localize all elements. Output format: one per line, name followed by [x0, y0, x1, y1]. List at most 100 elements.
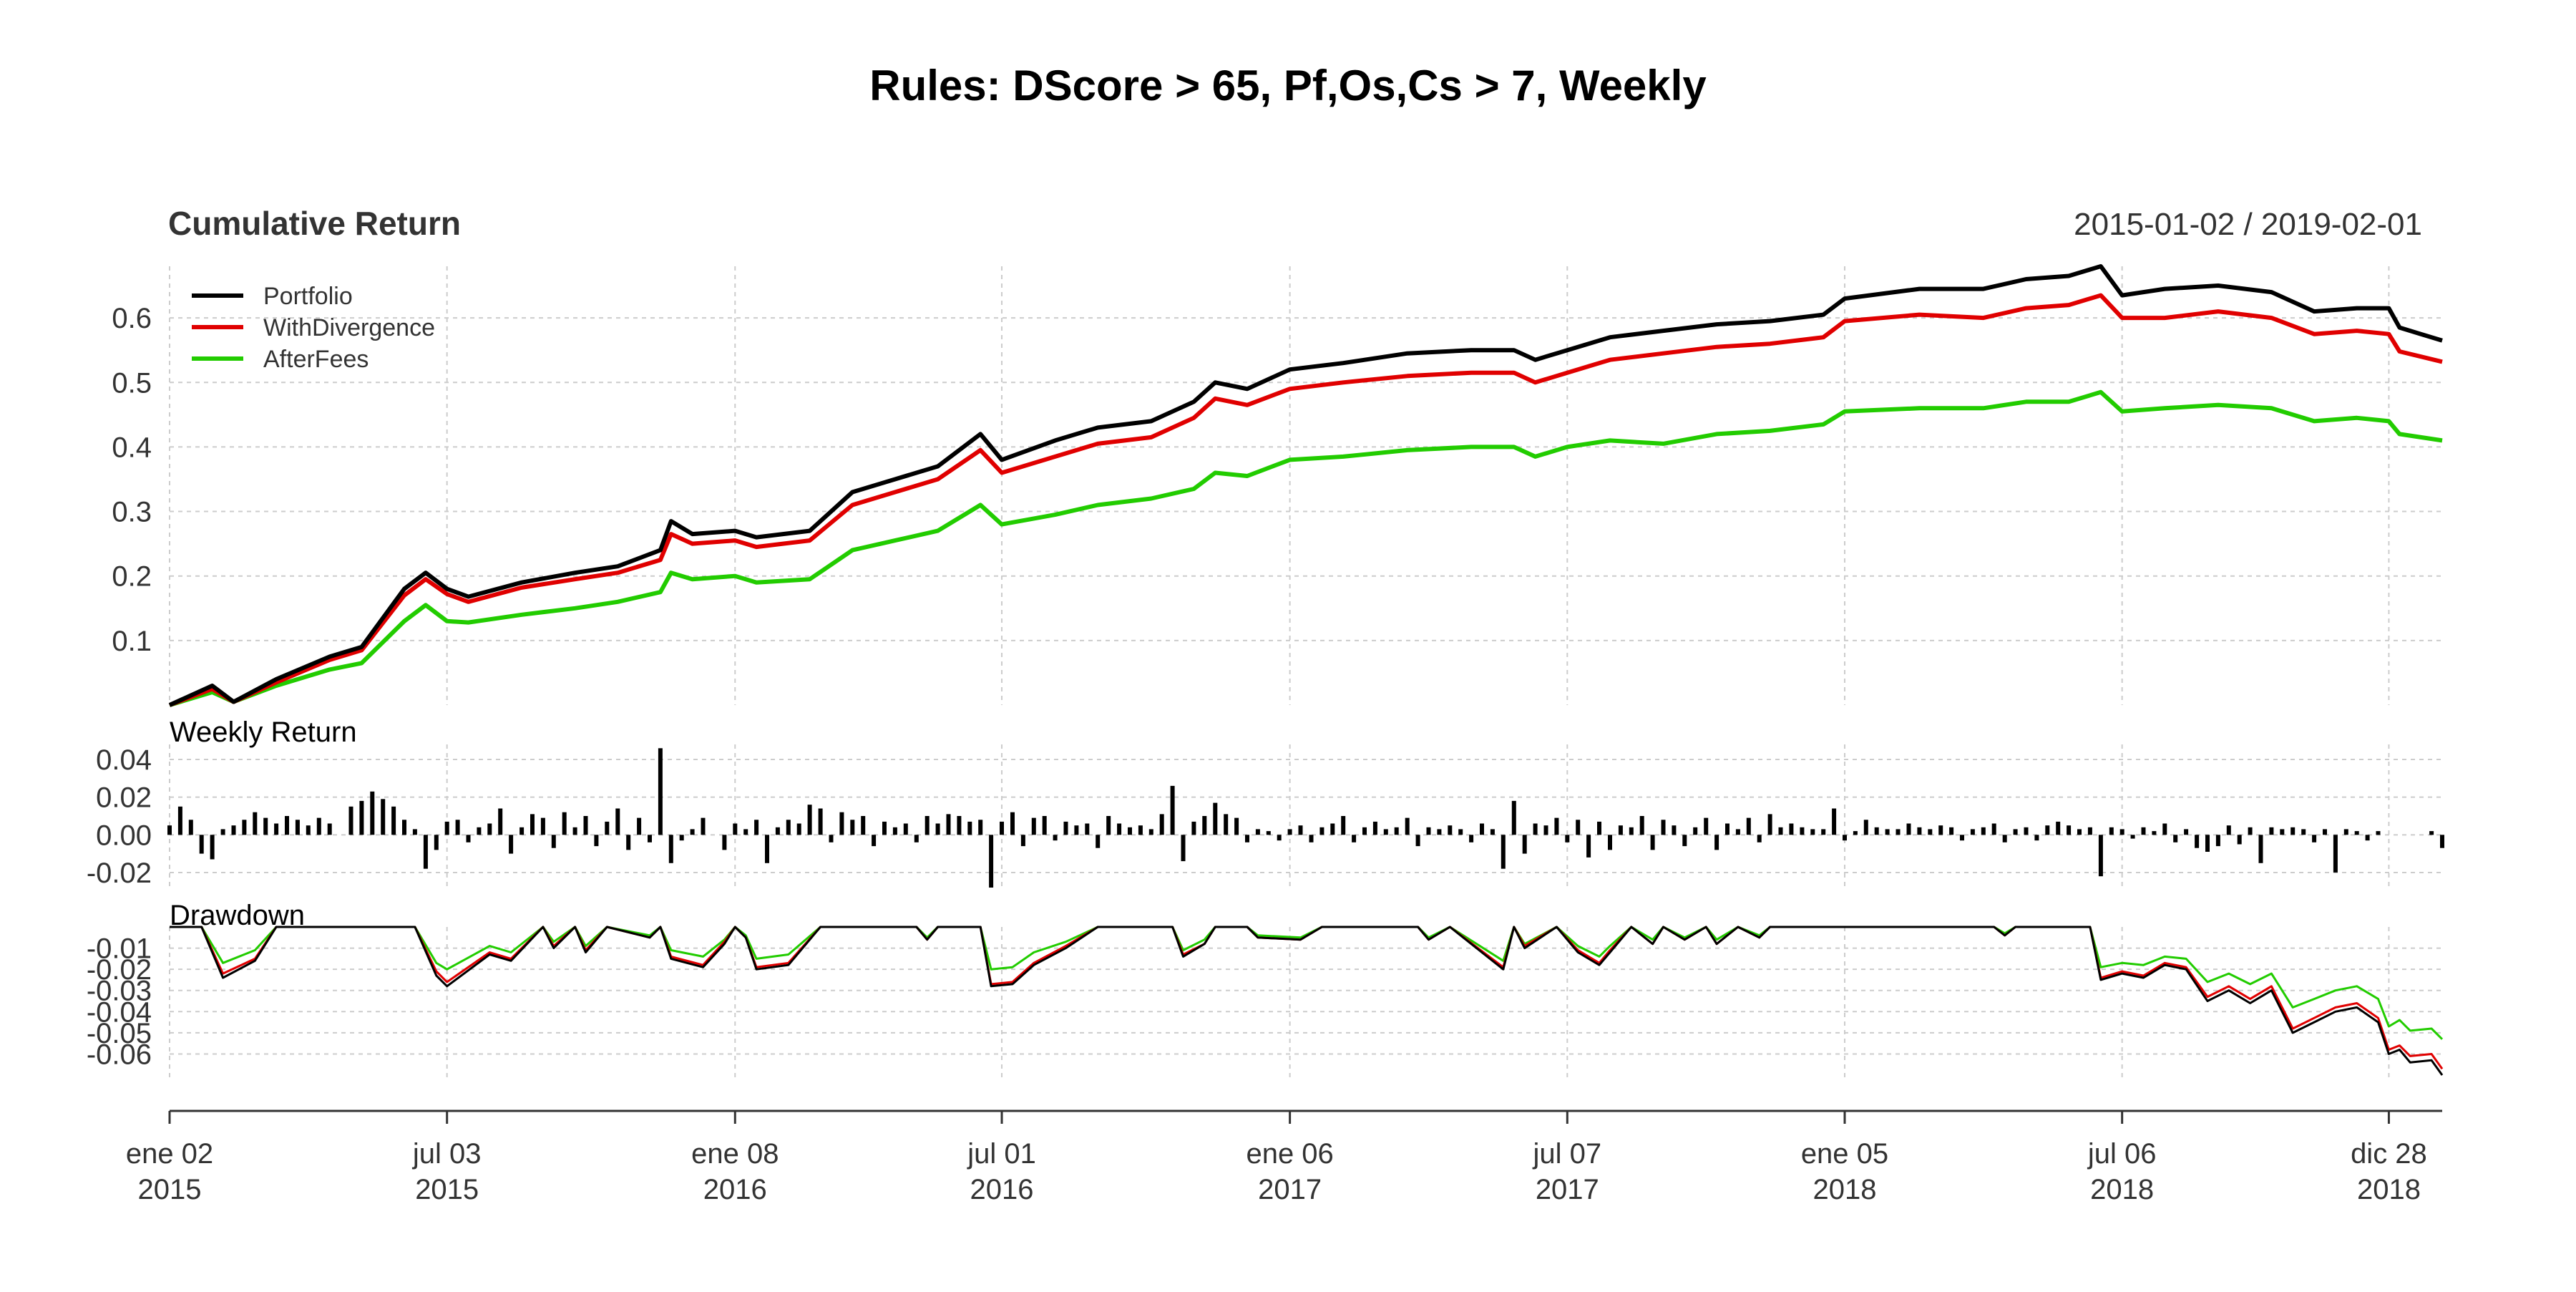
- weekly-return-bar: [2280, 829, 2285, 835]
- weekly-return-bar: [1810, 829, 1815, 835]
- x-tick-year-label: 2016: [703, 1174, 767, 1205]
- series-line-withdivergence: [168, 293, 2443, 707]
- weekly-return-bar: [1928, 829, 1933, 835]
- chart-title: Rules: DScore > 65, Pf,Os,Cs > 7, Weekly: [869, 62, 1707, 110]
- weekly-return-bar: [2098, 835, 2103, 877]
- x-tick-label: jul 06: [2087, 1138, 2157, 1170]
- x-tick-year-label: 2018: [2090, 1174, 2154, 1205]
- weekly-return-bar: [2067, 825, 2072, 835]
- weekly-return-bar: [231, 825, 236, 835]
- weekly-return-bar: [2312, 835, 2317, 842]
- weekly-return-bar: [903, 823, 908, 835]
- weekly-return-bar: [391, 806, 396, 835]
- weekly-return-bar: [1298, 825, 1303, 835]
- weekly-return-bar: [1469, 835, 1474, 842]
- weekly-return-bar: [1917, 827, 1922, 835]
- weekly-return-bar: [2205, 835, 2210, 852]
- weekly-return-bar: [274, 823, 279, 835]
- cumulative-return-ytick-label: 0.1: [112, 626, 152, 657]
- weekly-return-bar: [1522, 835, 1527, 854]
- cumulative-return-ytick-label: 0.2: [112, 561, 152, 593]
- x-tick-label: dic 28: [2351, 1138, 2427, 1170]
- weekly-return-bar: [2365, 835, 2370, 841]
- weekly-return-bar: [882, 821, 887, 835]
- weekly-return-bar: [551, 835, 556, 848]
- weekly-return-bar: [807, 805, 812, 835]
- x-tick-year-label: 2017: [1258, 1174, 1322, 1205]
- weekly-return-bar: [1383, 829, 1388, 835]
- legend-label-afterfees: AfterFees: [263, 346, 369, 373]
- weekly-return-bar: [2024, 827, 2029, 835]
- weekly-return-bar: [2376, 831, 2381, 835]
- weekly-return-bar: [2440, 835, 2444, 848]
- weekly-return-bar: [1714, 835, 1719, 850]
- weekly-return-bar: [1128, 827, 1132, 835]
- weekly-return-bar: [648, 835, 652, 842]
- weekly-return-bar: [2333, 835, 2338, 873]
- weekly-return-bar: [1608, 835, 1612, 850]
- weekly-return-bar: [434, 835, 439, 850]
- weekly-return-bar: [1415, 835, 1420, 847]
- weekly-return-bar: [1394, 827, 1399, 835]
- weekly-return-bar: [679, 835, 684, 841]
- weekly-return-bar: [2215, 835, 2220, 847]
- weekly-return-bar: [1362, 827, 1367, 835]
- weekly-return-bar: [1448, 825, 1453, 835]
- weekly-return-bar: [615, 808, 620, 835]
- weekly-return-bar: [1224, 814, 1229, 835]
- x-tick-year-label: 2015: [415, 1174, 479, 1205]
- weekly-return-bar: [1213, 802, 1218, 835]
- weekly-return-bar: [2045, 825, 2050, 835]
- weekly-return-bar: [519, 827, 525, 835]
- x-tick-label: jul 07: [1533, 1138, 1602, 1170]
- weekly-return-bar: [540, 817, 545, 835]
- drawdown-ytick-label: -0.05: [87, 1018, 152, 1049]
- weekly-return-bar: [1159, 814, 1164, 835]
- weekly-return-bar: [1319, 827, 1324, 835]
- weekly-return-bar: [1138, 825, 1143, 835]
- x-tick-label: ene 08: [691, 1138, 779, 1170]
- weekly-return-bar: [1586, 835, 1591, 858]
- weekly-return-bar: [1426, 827, 1431, 835]
- weekly-return-bar: [1085, 823, 1090, 835]
- weekly-return-bar: [1661, 820, 1666, 835]
- weekly-return-bar: [167, 825, 172, 835]
- drawdown-ytick-label: -0.01: [87, 933, 152, 965]
- weekly-return-bar: [967, 821, 972, 835]
- weekly-return-bar: [1330, 823, 1335, 835]
- weekly-return-bar: [1170, 785, 1175, 835]
- weekly-return-bar: [572, 827, 577, 835]
- weekly-return-bar: [1565, 835, 1570, 842]
- weekly-return-bar: [1863, 820, 1868, 835]
- weekly-return-bar: [306, 825, 311, 835]
- weekly-return-bar: [1725, 823, 1729, 835]
- weekly-return-bar: [1991, 823, 1996, 835]
- weekly-return-bar: [1096, 835, 1101, 848]
- weekly-return-bar: [359, 800, 364, 835]
- weekly-return-bar: [668, 835, 673, 863]
- weekly-return-bar: [1501, 835, 1506, 869]
- weekly-return-bar: [2013, 829, 2018, 835]
- weekly-return-bar: [1618, 825, 1623, 835]
- weekly-return-bar: [924, 816, 930, 835]
- weekly-return-bar: [2141, 827, 2146, 835]
- weekly-return-bar: [1896, 829, 1901, 835]
- weekly-return-bar: [1543, 825, 1548, 835]
- weekly-return-bar: [1309, 835, 1314, 842]
- weekly-return-bar: [701, 817, 706, 835]
- weekly-return-bar: [2173, 835, 2178, 842]
- weekly-return-bar: [1245, 835, 1249, 842]
- cumulative-return-ytick-label: 0.4: [112, 432, 152, 463]
- weekly-return-bar: [796, 823, 801, 835]
- weekly-return-bar: [2269, 827, 2274, 835]
- x-tick-year-label: 2018: [2357, 1174, 2421, 1205]
- weekly-return-bar: [381, 799, 386, 835]
- weekly-return-bar: [1287, 829, 1292, 835]
- weekly-return-bar: [2087, 827, 2092, 835]
- weekly-return-bar: [1672, 825, 1677, 835]
- weekly-return-bar: [1341, 816, 1346, 835]
- weekly-return-bar: [2301, 829, 2306, 835]
- weekly-return-bar: [1938, 825, 1943, 835]
- weekly-return-bar: [1800, 827, 1805, 835]
